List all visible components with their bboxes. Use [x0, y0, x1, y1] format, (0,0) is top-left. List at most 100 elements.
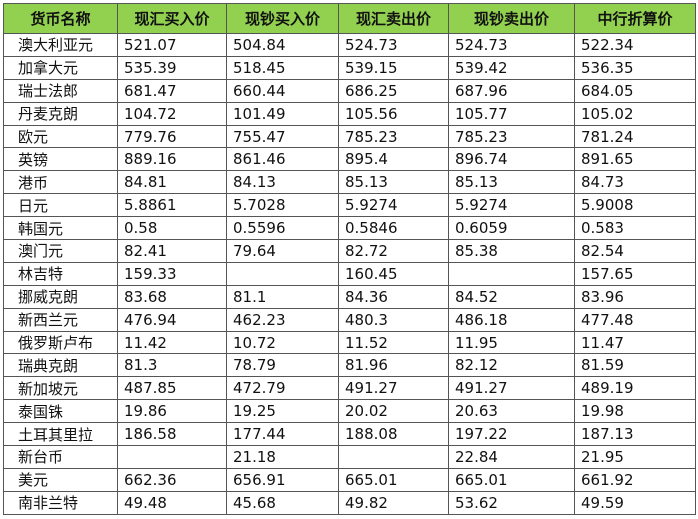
rate-cell: 524.73 — [448, 33, 575, 57]
rate-cell: 686.25 — [338, 78, 449, 103]
rate-cell: 539.42 — [448, 55, 575, 80]
header-cell: 现钞卖出价 — [448, 3, 575, 34]
rate-cell: 53.62 — [448, 490, 575, 515]
rate-cell: 82.72 — [338, 239, 449, 263]
rate-cell: 84.73 — [574, 170, 696, 195]
table-row: 泰国铢 19.86 19.25 20.02 20.63 19.98 — [3, 399, 696, 424]
table-row: 新台币 21.18 22.84 21.95 — [3, 445, 696, 469]
rate-cell: 84.36 — [338, 284, 449, 309]
rate-cell: 660.44 — [226, 78, 339, 103]
rate-cell: 518.45 — [226, 55, 339, 80]
rate-cell: 0.5596 — [226, 216, 339, 241]
rate-cell: 522.34 — [574, 33, 696, 57]
rate-cell: 49.48 — [117, 490, 227, 515]
header-row: 货币名称 现汇买入价 现钞买入价 现汇卖出价 现钞卖出价 中行折算价 — [3, 3, 696, 34]
rate-cell: 186.58 — [117, 422, 227, 447]
rate-cell: 5.7028 — [226, 193, 339, 218]
rate-cell: 684.05 — [574, 78, 696, 103]
currency-name: 新加坡元 — [3, 376, 118, 401]
rate-cell: 11.42 — [117, 330, 227, 355]
rate-cell: 79.64 — [226, 239, 339, 263]
rate-cell: 521.07 — [117, 33, 227, 57]
table-row: 新西兰元 476.94 462.23 480.3 486.18 477.48 — [3, 307, 696, 332]
currency-name: 英镑 — [3, 147, 118, 172]
rate-cell: 480.3 — [338, 307, 449, 332]
table-row: 瑞士法郎 681.47 660.44 686.25 687.96 684.05 — [3, 78, 696, 103]
rate-cell: 104.72 — [117, 101, 227, 126]
rate-cell: 85.38 — [448, 239, 575, 263]
rate-cell — [448, 261, 575, 286]
rate-cell: 891.65 — [574, 147, 696, 172]
rate-cell: 84.52 — [448, 284, 575, 309]
rate-cell: 82.54 — [574, 239, 696, 263]
rate-cell: 504.84 — [226, 33, 339, 57]
rate-table: 货币名称 现汇买入价 现钞买入价 现汇卖出价 现钞卖出价 中行折算价 澳大利亚元 521.0… — [3, 3, 696, 515]
rate-cell: 895.4 — [338, 147, 449, 172]
rate-cell: 477.48 — [574, 307, 696, 332]
table-row: 英镑 889.16 861.46 895.4 896.74 891.65 — [3, 147, 696, 172]
rate-cell: 0.5846 — [338, 216, 449, 241]
rate-cell: 535.39 — [117, 55, 227, 80]
rate-cell: 11.95 — [448, 330, 575, 355]
rate-cell: 85.13 — [448, 170, 575, 195]
header-cell: 现钞买入价 — [226, 3, 339, 34]
rate-cell: 82.41 — [117, 239, 227, 263]
rate-cell: 781.24 — [574, 124, 696, 149]
rate-cell: 462.23 — [226, 307, 339, 332]
table-row: 土耳其里拉 186.58 177.44 188.08 197.22 187.13 — [3, 422, 696, 447]
rate-cell — [117, 445, 227, 469]
currency-name: 南非兰特 — [3, 490, 118, 515]
table-row: 挪威克朗 83.68 81.1 84.36 84.52 83.96 — [3, 284, 696, 309]
rate-cell: 105.77 — [448, 101, 575, 126]
table-row: 瑞典克朗 81.3 78.79 81.96 82.12 81.59 — [3, 353, 696, 378]
rate-cell: 687.96 — [448, 78, 575, 103]
rate-cell: 45.68 — [226, 490, 339, 515]
rate-cell: 5.9274 — [448, 193, 575, 218]
table-row: 欧元 779.76 755.47 785.23 785.23 781.24 — [3, 124, 696, 149]
currency-name: 澳大利亚元 — [3, 33, 118, 57]
currency-name: 新西兰元 — [3, 307, 118, 332]
rate-cell: 896.74 — [448, 147, 575, 172]
table-row: 加拿大元 535.39 518.45 539.15 539.42 536.35 — [3, 55, 696, 80]
currency-name: 港币 — [3, 170, 118, 195]
rate-cell: 159.33 — [117, 261, 227, 286]
header-cell: 货币名称 — [3, 3, 118, 34]
rate-cell: 85.13 — [338, 170, 449, 195]
rate-cell: 157.65 — [574, 261, 696, 286]
rate-cell: 105.56 — [338, 101, 449, 126]
rate-cell: 105.02 — [574, 101, 696, 126]
rate-cell: 49.59 — [574, 490, 696, 515]
rate-cell: 19.25 — [226, 399, 339, 424]
rate-cell: 536.35 — [574, 55, 696, 80]
rate-cell: 486.18 — [448, 307, 575, 332]
table-row: 澳门元 82.41 79.64 82.72 85.38 82.54 — [3, 239, 696, 263]
table-row: 美元 662.36 656.91 665.01 665.01 661.92 — [3, 467, 696, 492]
header-cell: 现汇卖出价 — [338, 3, 449, 34]
table-row: 韩国元 0.58 0.5596 0.5846 0.6059 0.583 — [3, 216, 696, 241]
rate-cell: 662.36 — [117, 467, 227, 492]
rate-cell: 20.63 — [448, 399, 575, 424]
rate-cell: 21.95 — [574, 445, 696, 469]
currency-name: 新台币 — [3, 445, 118, 469]
rate-cell: 19.98 — [574, 399, 696, 424]
rate-cell: 539.15 — [338, 55, 449, 80]
rate-cell: 681.47 — [117, 78, 227, 103]
currency-name: 澳门元 — [3, 239, 118, 263]
rate-cell: 489.19 — [574, 376, 696, 401]
rate-cell: 491.27 — [448, 376, 575, 401]
rate-cell: 188.08 — [338, 422, 449, 447]
rate-cell: 487.85 — [117, 376, 227, 401]
rate-cell: 187.13 — [574, 422, 696, 447]
header-cell: 现汇买入价 — [117, 3, 227, 34]
currency-name: 丹麦克朗 — [3, 101, 118, 126]
rate-cell: 81.59 — [574, 353, 696, 378]
table-body: 澳大利亚元 521.07 504.84 524.73 524.73 522.34 加拿大元 5… — [3, 33, 696, 515]
table-row: 林吉特 159.33 160.45 157.65 — [3, 261, 696, 286]
rate-cell: 82.12 — [448, 353, 575, 378]
rate-cell: 177.44 — [226, 422, 339, 447]
rate-cell: 11.52 — [338, 330, 449, 355]
rate-cell: 81.96 — [338, 353, 449, 378]
rate-cell: 491.27 — [338, 376, 449, 401]
rate-cell: 0.583 — [574, 216, 696, 241]
